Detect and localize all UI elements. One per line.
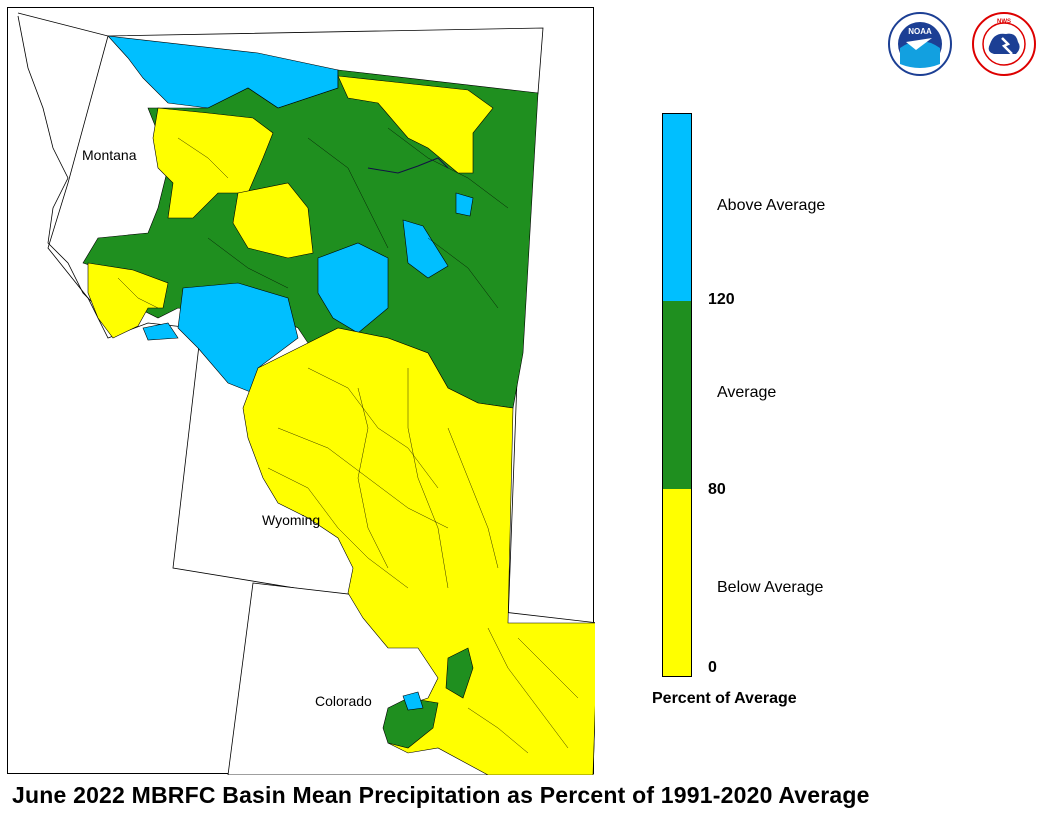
map-frame: Montana Wyoming Colorado [7,7,595,775]
legend-swatch-below [663,489,691,676]
state-label-colorado: Colorado [315,693,372,709]
state-label-wyoming: Wyoming [262,512,321,528]
legend-tick-120: 120 [708,291,735,308]
legend-swatch-above [663,114,691,301]
subbasin-lines [117,127,579,754]
legend-label-average: Average [717,384,777,401]
basin-region-below-mt-mid [232,182,314,259]
basin-region-average-co1 [445,647,474,699]
montana-west-border [17,15,99,309]
page-title: June 2022 MBRFC Basin Mean Precipitation… [12,782,870,808]
basin-region-above-sw2 [142,322,179,341]
basin-region-above-small [455,192,474,217]
legend-tick-80: 80 [708,481,726,498]
basin-region-below-mt-sw [87,262,169,339]
basin-map [17,12,595,775]
legend-color-bar [662,113,692,677]
basin-region-above-mid [317,242,389,334]
legend-swatch-average [663,301,691,489]
legend-label-below: Below Average [717,579,824,596]
basin-region-above-co [402,691,424,711]
svg-text:NOAA: NOAA [908,27,932,36]
basin-region-above-mid2 [402,219,449,279]
nws-logo: NWS [972,12,1036,76]
state-label-montana: Montana [82,147,137,163]
legend-title: Percent of Average [652,690,797,707]
svg-text:NWS: NWS [997,19,1011,25]
legend-tick-0: 0 [708,659,717,676]
noaa-logo: NOAA [888,12,952,76]
legend-label-above: Above Average [717,197,826,214]
